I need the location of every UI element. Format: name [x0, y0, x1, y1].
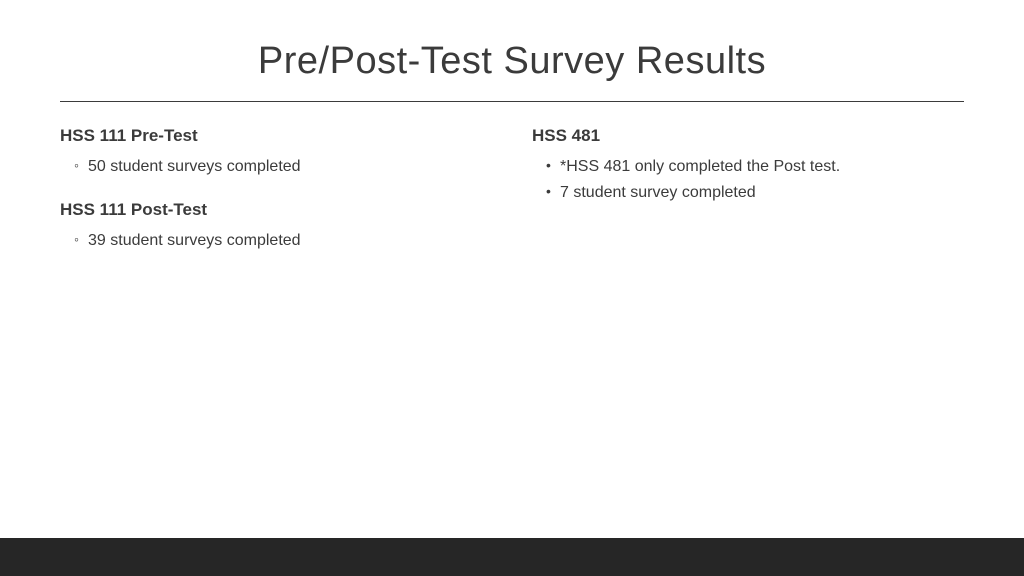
section-heading: HSS 111 Post-Test	[60, 200, 492, 220]
section-heading: HSS 481	[532, 126, 964, 146]
slide-title: Pre/Post-Test Survey Results	[60, 40, 964, 83]
bullet-list: 50 student surveys completed	[60, 154, 492, 180]
right-column: HSS 481 *HSS 481 only completed the Post…	[532, 126, 964, 273]
content-columns: HSS 111 Pre-Test 50 student surveys comp…	[60, 126, 964, 273]
bullet-list: *HSS 481 only completed the Post test. 7…	[532, 154, 964, 205]
slide-container: Pre/Post-Test Survey Results HSS 111 Pre…	[0, 0, 1024, 576]
list-item: 50 student surveys completed	[60, 154, 492, 180]
section-hss111-pretest: HSS 111 Pre-Test 50 student surveys comp…	[60, 126, 492, 180]
footer-bar	[0, 538, 1024, 576]
section-heading: HSS 111 Pre-Test	[60, 126, 492, 146]
section-hss481: HSS 481 *HSS 481 only completed the Post…	[532, 126, 964, 205]
bullet-list: 39 student surveys completed	[60, 228, 492, 254]
list-item: 39 student surveys completed	[60, 228, 492, 254]
left-column: HSS 111 Pre-Test 50 student surveys comp…	[60, 126, 492, 273]
title-divider	[60, 101, 964, 102]
section-hss111-posttest: HSS 111 Post-Test 39 student surveys com…	[60, 200, 492, 254]
list-item: *HSS 481 only completed the Post test.	[532, 154, 964, 180]
list-item: 7 student survey completed	[532, 180, 964, 206]
